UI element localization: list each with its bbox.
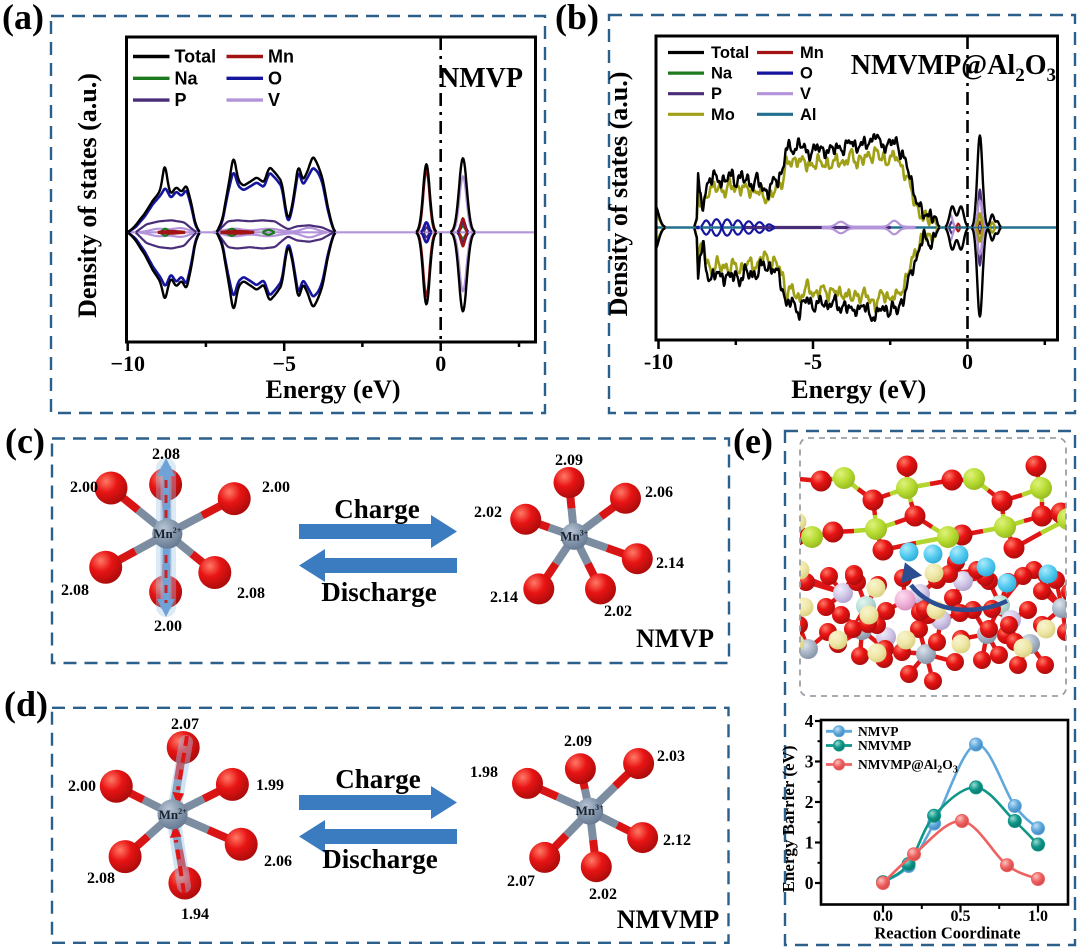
svg-text:Energy Barrier (eV): Energy Barrier (eV) <box>779 746 798 893</box>
svg-text:Mn: Mn <box>268 47 294 67</box>
svg-text:Discharge: Discharge <box>321 577 436 607</box>
svg-text:O: O <box>268 68 282 88</box>
svg-text:(d): (d) <box>4 684 48 724</box>
svg-text:3: 3 <box>805 752 814 772</box>
svg-text:0.0: 0.0 <box>873 908 893 925</box>
svg-text:Na: Na <box>711 65 733 83</box>
svg-text:P: P <box>175 90 187 110</box>
svg-text:O: O <box>800 65 813 83</box>
svg-text:2.06: 2.06 <box>645 484 673 501</box>
svg-text:2.07: 2.07 <box>507 873 535 890</box>
svg-text:Energy (eV): Energy (eV) <box>265 375 400 404</box>
svg-text:Mn: Mn <box>800 44 824 62</box>
svg-text:2.07: 2.07 <box>171 716 199 733</box>
svg-text:NMVMP: NMVMP <box>858 738 911 753</box>
svg-text:1.0: 1.0 <box>1028 908 1048 925</box>
svg-text:0: 0 <box>805 873 814 893</box>
svg-text:V: V <box>800 85 811 103</box>
svg-text:2.14: 2.14 <box>490 589 518 606</box>
svg-text:1.94: 1.94 <box>181 906 209 923</box>
svg-text:1.98: 1.98 <box>470 764 498 781</box>
svg-text:2: 2 <box>805 792 814 812</box>
svg-text:NMVP: NMVP <box>439 63 523 94</box>
svg-text:2.08: 2.08 <box>61 582 89 599</box>
svg-text:Reaction Coordinate: Reaction Coordinate <box>874 924 1020 943</box>
svg-text:Density of states (a.u.): Density of states (a.u.) <box>73 73 102 318</box>
svg-text:NMVMP@Al2O3: NMVMP@Al2O3 <box>858 757 958 776</box>
svg-text:(e): (e) <box>733 421 773 461</box>
svg-text:2.02: 2.02 <box>589 886 617 903</box>
svg-text:2.08: 2.08 <box>87 870 115 887</box>
svg-text:2.02: 2.02 <box>604 603 632 620</box>
svg-text:2.00: 2.00 <box>154 618 182 635</box>
svg-text:Total: Total <box>711 44 749 62</box>
svg-text:-10: -10 <box>644 349 673 374</box>
svg-text:Al: Al <box>800 106 817 124</box>
svg-text:2.06: 2.06 <box>264 853 292 870</box>
svg-text:(b): (b) <box>555 0 599 37</box>
svg-text:2.08: 2.08 <box>152 446 180 463</box>
svg-text:V: V <box>268 90 280 110</box>
svg-text:−5: −5 <box>272 351 296 376</box>
svg-text:(c): (c) <box>5 421 45 461</box>
svg-text:0.5: 0.5 <box>951 908 971 925</box>
svg-text:1: 1 <box>805 833 814 853</box>
svg-text:Mo: Mo <box>711 106 735 124</box>
svg-text:2.08: 2.08 <box>237 585 265 602</box>
svg-text:Total: Total <box>175 47 217 67</box>
svg-text:Charge: Charge <box>335 764 420 794</box>
svg-text:Charge: Charge <box>334 494 419 524</box>
svg-text:0: 0 <box>435 351 446 376</box>
svg-text:0: 0 <box>962 349 973 374</box>
svg-text:2.00: 2.00 <box>68 778 96 795</box>
svg-text:−10: −10 <box>110 351 145 376</box>
svg-text:Density of states (a.u.): Density of states (a.u.) <box>604 72 633 317</box>
svg-text:NMVMP@Al2O3: NMVMP@Al2O3 <box>851 50 1056 86</box>
svg-text:2.09: 2.09 <box>564 733 592 750</box>
svg-text:P: P <box>711 85 722 103</box>
svg-text:NMVP: NMVP <box>636 624 714 653</box>
svg-text:-5: -5 <box>804 349 822 374</box>
svg-text:NMVMP: NMVMP <box>617 905 720 934</box>
svg-text:2.09: 2.09 <box>555 452 583 469</box>
svg-text:NMVP: NMVP <box>858 724 899 739</box>
svg-text:(a): (a) <box>2 0 44 37</box>
svg-text:2.00: 2.00 <box>70 479 98 496</box>
svg-text:2.03: 2.03 <box>657 748 685 765</box>
svg-text:2.14: 2.14 <box>656 555 684 572</box>
svg-text:Na: Na <box>175 68 199 88</box>
svg-text:2.12: 2.12 <box>663 832 691 849</box>
svg-text:4: 4 <box>805 711 814 731</box>
svg-text:1.99: 1.99 <box>256 777 284 794</box>
svg-text:Energy (eV): Energy (eV) <box>791 375 926 404</box>
svg-text:Discharge: Discharge <box>322 844 437 874</box>
svg-text:2.00: 2.00 <box>262 479 290 496</box>
svg-text:2.02: 2.02 <box>474 504 502 521</box>
